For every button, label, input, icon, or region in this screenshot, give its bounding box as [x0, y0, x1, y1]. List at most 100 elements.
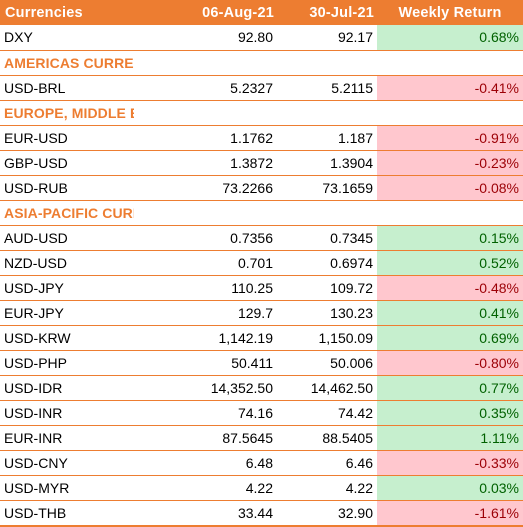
currency-pair-cell: USD-MYR	[0, 475, 134, 501]
currency-pair-cell: EUR-USD	[0, 125, 134, 151]
rate-06-aug-cell: 1,142.19	[134, 325, 277, 351]
section-blank-cell	[277, 100, 377, 126]
currency-pair-cell: USD-BRL	[0, 75, 134, 101]
rate-06-aug-cell: 33.44	[134, 500, 277, 527]
table-row: USD-KRW 1,142.19 1,150.09 0.69%	[0, 325, 523, 351]
table-row: EUR-INR 87.5645 88.5405 1.11%	[0, 425, 523, 451]
rate-30-jul-cell: 73.1659	[277, 175, 377, 201]
table-row: NZD-USD 0.701 0.6974 0.52%	[0, 250, 523, 276]
rate-06-aug-cell: 50.411	[134, 350, 277, 376]
table-row: USD-RUB 73.2266 73.1659 -0.08%	[0, 175, 523, 201]
rate-30-jul-cell: 130.23	[277, 300, 377, 326]
section-blank-cell	[377, 50, 523, 76]
table-row: USD-JPY 110.25 109.72 -0.48%	[0, 275, 523, 301]
weekly-return-cell: 0.35%	[377, 400, 523, 426]
weekly-return-cell: -0.91%	[377, 125, 523, 151]
rate-30-jul-cell: 14,462.50	[277, 375, 377, 401]
rate-06-aug-cell: 0.7356	[134, 225, 277, 251]
section-row: AMERICAS CURRENCIES	[0, 50, 523, 76]
weekly-return-cell: 0.03%	[377, 475, 523, 501]
table-row: GBP-USD 1.3872 1.3904 -0.23%	[0, 150, 523, 176]
rate-06-aug-cell: 14,352.50	[134, 375, 277, 401]
section-blank-cell	[377, 100, 523, 126]
table-row: USD-THB 33.44 32.90 -1.61%	[0, 500, 523, 527]
rate-30-jul-cell: 109.72	[277, 275, 377, 301]
table-row: USD-PHP 50.411 50.006 -0.80%	[0, 350, 523, 376]
currency-pair-cell: USD-CNY	[0, 450, 134, 476]
rate-30-jul-cell: 5.2115	[277, 75, 377, 101]
section-blank-cell	[134, 200, 277, 226]
rate-30-jul-cell: 0.6974	[277, 250, 377, 276]
rate-30-jul-cell: 1.3904	[277, 150, 377, 176]
weekly-return-cell: 1.11%	[377, 425, 523, 451]
rate-06-aug-cell: 74.16	[134, 400, 277, 426]
currency-pair-cell: USD-INR	[0, 400, 134, 426]
section-row: EUROPE, MIDDLE EAST & AFRICA CURRENCIES	[0, 100, 523, 126]
rate-30-jul-cell: 32.90	[277, 500, 377, 527]
column-header-currencies: Currencies	[0, 0, 134, 25]
section-blank-cell	[377, 200, 523, 226]
rate-30-jul-cell: 1,150.09	[277, 325, 377, 351]
weekly-return-cell: 0.41%	[377, 300, 523, 326]
rate-30-jul-cell: 88.5405	[277, 425, 377, 451]
rate-06-aug-cell: 129.7	[134, 300, 277, 326]
rate-30-jul-cell: 92.17	[277, 25, 377, 51]
table-row: DXY 92.80 92.17 0.68%	[0, 25, 523, 51]
header-row: Currencies 06-Aug-21 30-Jul-21 Weekly Re…	[0, 0, 523, 25]
section-blank-cell	[134, 50, 277, 76]
rate-06-aug-cell: 1.3872	[134, 150, 277, 176]
table-row: AUD-USD 0.7356 0.7345 0.15%	[0, 225, 523, 251]
rate-06-aug-cell: 92.80	[134, 25, 277, 51]
table-row: EUR-USD 1.1762 1.187 -0.91%	[0, 125, 523, 151]
section-blank-cell	[277, 50, 377, 76]
currency-pair-cell: NZD-USD	[0, 250, 134, 276]
table-row: USD-INR 74.16 74.42 0.35%	[0, 400, 523, 426]
table-row: USD-BRL 5.2327 5.2115 -0.41%	[0, 75, 523, 101]
currency-pair-cell: AUD-USD	[0, 225, 134, 251]
rate-30-jul-cell: 6.46	[277, 450, 377, 476]
rate-30-jul-cell: 74.42	[277, 400, 377, 426]
section-heading: AMERICAS CURRENCIES	[0, 50, 134, 76]
table-row: EUR-JPY 129.7 130.23 0.41%	[0, 300, 523, 326]
currency-pair-cell: EUR-JPY	[0, 300, 134, 326]
currency-pair-cell: USD-KRW	[0, 325, 134, 351]
weekly-return-cell: -0.08%	[377, 175, 523, 201]
column-header-date-1: 06-Aug-21	[134, 0, 277, 25]
rate-30-jul-cell: 1.187	[277, 125, 377, 151]
table-row: USD-IDR 14,352.50 14,462.50 0.77%	[0, 375, 523, 401]
rate-06-aug-cell: 5.2327	[134, 75, 277, 101]
weekly-return-cell: -0.80%	[377, 350, 523, 376]
rate-06-aug-cell: 73.2266	[134, 175, 277, 201]
table-header: Currencies 06-Aug-21 30-Jul-21 Weekly Re…	[0, 0, 523, 25]
weekly-return-cell: 0.52%	[377, 250, 523, 276]
weekly-return-cell: 0.77%	[377, 375, 523, 401]
section-heading: ASIA-PACIFIC CURRENCIES	[0, 200, 134, 226]
section-heading: EUROPE, MIDDLE EAST & AFRICA CURRENCIES	[0, 100, 134, 126]
rate-06-aug-cell: 87.5645	[134, 425, 277, 451]
weekly-return-cell: -0.33%	[377, 450, 523, 476]
rate-06-aug-cell: 4.22	[134, 475, 277, 501]
section-row: ASIA-PACIFIC CURRENCIES	[0, 200, 523, 226]
rate-06-aug-cell: 110.25	[134, 275, 277, 301]
table-row: USD-MYR 4.22 4.22 0.03%	[0, 475, 523, 501]
rate-06-aug-cell: 0.701	[134, 250, 277, 276]
currency-pair-cell: USD-THB	[0, 500, 134, 527]
section-blank-cell	[134, 100, 277, 126]
weekly-return-cell: -1.61%	[377, 500, 523, 527]
currency-pair-cell: DXY	[0, 25, 134, 51]
rate-06-aug-cell: 6.48	[134, 450, 277, 476]
column-header-weekly-return: Weekly Return	[377, 0, 523, 25]
weekly-return-cell: -0.48%	[377, 275, 523, 301]
currency-pair-cell: EUR-INR	[0, 425, 134, 451]
currency-pair-cell: USD-JPY	[0, 275, 134, 301]
rate-06-aug-cell: 1.1762	[134, 125, 277, 151]
rate-30-jul-cell: 4.22	[277, 475, 377, 501]
weekly-return-cell: 0.69%	[377, 325, 523, 351]
currency-pair-cell: GBP-USD	[0, 150, 134, 176]
weekly-return-cell: 0.68%	[377, 25, 523, 51]
currency-pair-cell: USD-PHP	[0, 350, 134, 376]
table-row: USD-CNY 6.48 6.46 -0.33%	[0, 450, 523, 476]
weekly-return-cell: 0.15%	[377, 225, 523, 251]
